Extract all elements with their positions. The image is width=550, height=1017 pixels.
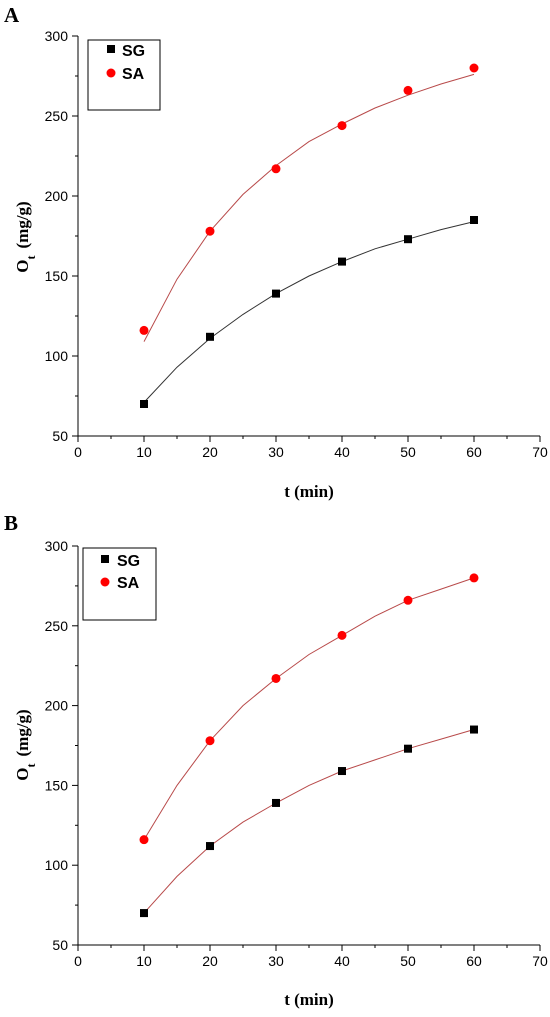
x-tick-label: 40 (334, 444, 350, 460)
x-tick-label: 10 (136, 444, 152, 460)
data-point-sa (337, 121, 347, 131)
legend-marker-sa (106, 68, 116, 78)
data-point-sa (271, 164, 281, 174)
legend: SG SA (87, 39, 161, 111)
x-axis-title: t (min) (284, 990, 334, 1009)
legend-box (82, 547, 157, 621)
y-axis-title-unit: (mg/g) (13, 709, 32, 756)
legend-label-sg: SG (117, 553, 140, 570)
y-axis-title-main: O (13, 259, 32, 272)
y-tick-label: 200 (45, 698, 69, 714)
x-tick-label: 30 (268, 953, 284, 969)
y-tick-label: 250 (45, 618, 69, 634)
x-tick-label: 70 (532, 444, 548, 460)
y-axis-title-main: O (13, 767, 32, 780)
legend: SG SA (82, 547, 157, 621)
legend-marker-sg (107, 45, 115, 53)
data-point-sg (140, 909, 148, 918)
x-tick-label: 20 (202, 444, 218, 460)
legend-marker-sa (100, 577, 110, 587)
legend-box (87, 39, 161, 111)
x-axis-title: t (min) (284, 482, 334, 501)
fit-curve-sg (143, 729, 475, 914)
y-tick-label: 100 (45, 857, 69, 873)
data-point-sa (139, 325, 149, 335)
fit-curve-sa (143, 73, 475, 342)
data-point-sg (206, 332, 214, 341)
data-point-sa (271, 673, 281, 683)
data-point-sg (338, 257, 346, 266)
data-point-sa (469, 573, 479, 583)
fit-curve-sg (143, 221, 475, 403)
y-tick-label: 300 (45, 538, 69, 554)
y-tick-label: 50 (52, 428, 68, 444)
data-point-sg (470, 725, 478, 734)
data-point-sa (205, 226, 215, 236)
data-point-sa (403, 595, 413, 605)
y-axis-title-sub: t (24, 763, 38, 767)
y-axis-title-sub: t (24, 255, 38, 259)
data-point-sg (338, 767, 346, 776)
fit-curve-sa (143, 577, 475, 840)
panel-b: B t (min) Ot (mg/g) SG SA 0 10 20 30 40 50 60 70… (4, 511, 548, 1009)
data-point-sa (403, 85, 413, 95)
axes: 0 10 20 30 40 50 60 70 50 100 150 200 250 300 (45, 538, 548, 969)
x-tick-label: 20 (202, 953, 218, 969)
data-point-sg (140, 400, 148, 408)
y-tick-label: 100 (45, 348, 69, 364)
data-point-sg (206, 842, 214, 851)
y-tick-label: 200 (45, 188, 69, 204)
legend-marker-sg (101, 555, 109, 563)
y-tick-label: 300 (45, 28, 69, 44)
x-tick-label: 60 (466, 444, 482, 460)
y-tick-label: 250 (45, 108, 69, 124)
legend-label-sg: SG (122, 43, 145, 60)
y-axis-title: Ot (mg/g) (13, 201, 38, 272)
data-point-sg (272, 289, 280, 298)
x-tick-label: 40 (334, 953, 350, 969)
data-point-sg (404, 744, 412, 753)
x-tick-label: 30 (268, 444, 284, 460)
data-point-sg (470, 216, 478, 224)
x-tick-label: 0 (74, 953, 82, 969)
data-point-sa (205, 736, 215, 746)
x-tick-label: 0 (74, 444, 82, 460)
x-tick-label: 10 (136, 953, 152, 969)
legend-label-sa: SA (117, 575, 140, 592)
svg-text:Ot(mg/g): Ot (mg/g) (13, 201, 38, 272)
panel-label: B (4, 511, 18, 535)
y-axis-title-unit: (mg/g) (13, 201, 32, 248)
panel-label: A (4, 3, 20, 27)
data-point-sg (404, 235, 412, 244)
data-point-sg (272, 798, 280, 807)
data-point-sa (337, 630, 347, 640)
svg-text:Ot(mg/g): Ot (mg/g) (13, 709, 38, 780)
x-tick-label: 50 (400, 953, 416, 969)
y-axis-title: Ot (mg/g) (13, 709, 38, 780)
data-point-sa (469, 63, 479, 73)
y-tick-label: 150 (45, 777, 69, 793)
panel-a: A t (min) Ot (mg/g) SG SA 0 10 20 30 40 50 60 70… (4, 3, 548, 501)
legend-label-sa: SA (122, 66, 145, 83)
x-tick-label: 70 (532, 953, 548, 969)
x-tick-label: 50 (400, 444, 416, 460)
x-tick-label: 60 (466, 953, 482, 969)
data-point-sa (139, 835, 149, 845)
axes: 0 10 20 30 40 50 60 70 50 100 150 200 250 300 (45, 28, 548, 460)
y-tick-label: 150 (45, 268, 69, 284)
y-tick-label: 50 (52, 937, 68, 953)
